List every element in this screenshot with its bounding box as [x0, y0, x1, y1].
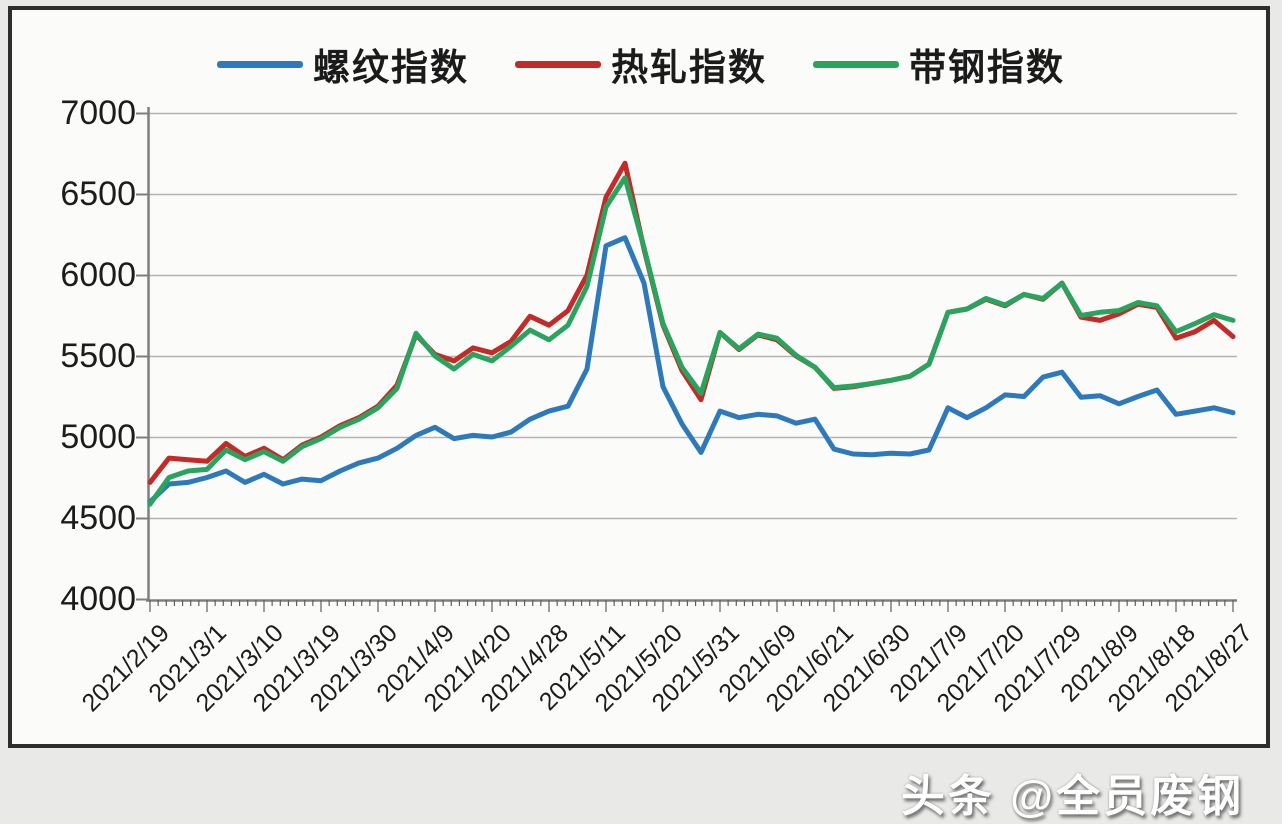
- strip-steel-index-line: [147, 175, 1236, 507]
- chart-card: [8, 6, 1270, 748]
- y-axis-label: 5500: [60, 337, 136, 375]
- rebar-line-swatch-icon: [217, 60, 303, 68]
- legend-item-hot-rolled-index: 热轧指数: [515, 37, 767, 91]
- hot-rolled-line-swatch-icon: [515, 60, 601, 68]
- rebar-legend-label: 螺纹指数: [313, 47, 469, 88]
- legend-item-strip-steel-index: 带钢指数: [813, 37, 1065, 91]
- hot-rolled-legend-label: 热轧指数: [611, 47, 767, 88]
- legend-item-rebar-index: 螺纹指数: [217, 37, 469, 91]
- y-axis-label: 5000: [60, 418, 136, 456]
- watermark: 头条 @全员废钢: [900, 772, 1244, 821]
- strip-steel-legend-label: 带钢指数: [909, 47, 1065, 88]
- strip-steel-line-swatch-icon: [813, 60, 899, 68]
- legend: 螺纹指数 热轧指数 带钢指数: [0, 34, 1282, 94]
- y-axis-label: 6000: [60, 256, 136, 294]
- y-axis-label: 7000: [60, 94, 136, 132]
- y-axis-label: 4000: [60, 580, 136, 618]
- y-axis-label: 6500: [60, 175, 136, 213]
- rebar-index-line: [147, 235, 1236, 505]
- y-axis-label: 4500: [60, 499, 136, 537]
